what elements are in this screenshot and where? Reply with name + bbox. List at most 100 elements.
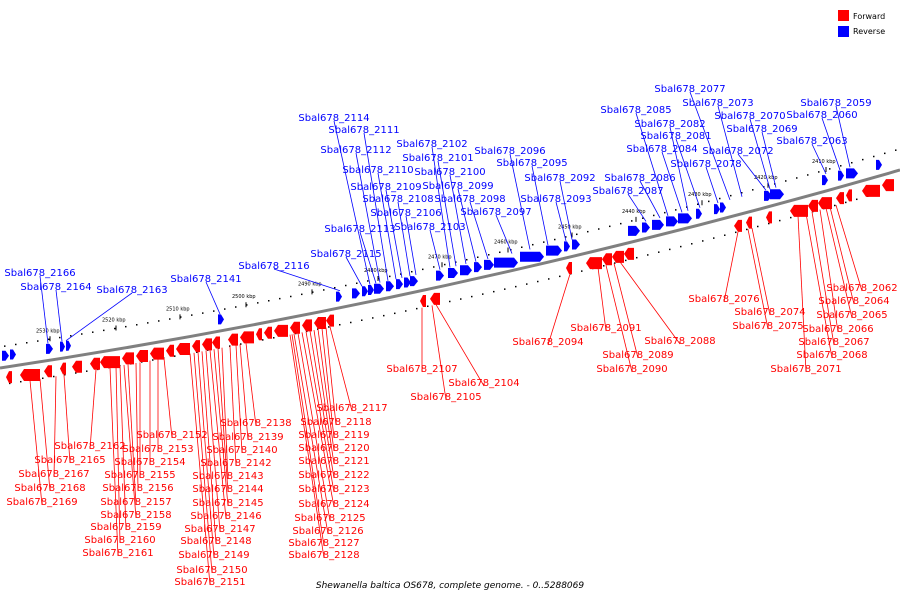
gene-label: Sbal678_2105	[410, 392, 481, 403]
gene-label: Sbal678_2067	[798, 337, 869, 348]
forward-gene-arrow	[264, 326, 272, 339]
reverse-gene-arrow	[696, 208, 702, 219]
ruler-dot	[53, 375, 55, 378]
reverse-gene-arrow	[564, 241, 570, 252]
forward-gene-arrow	[612, 250, 624, 263]
ruler-dot	[317, 328, 319, 330]
forward-gene-arrow	[818, 197, 832, 210]
ruler-dot	[405, 310, 407, 312]
gene-label: Sbal678_2157	[100, 497, 171, 508]
scale-tick-label: 2520 kbp	[102, 317, 126, 323]
ruler-dot	[75, 372, 77, 374]
ruler-dot	[372, 317, 374, 319]
label-leader	[613, 263, 639, 359]
ruler-dot	[713, 237, 715, 239]
gene-label: Sbal678_2123	[298, 484, 369, 495]
forward-gene-arrow	[566, 261, 572, 274]
label-leader	[55, 289, 63, 342]
label-leader	[437, 160, 457, 267]
ruler-dot	[290, 295, 292, 298]
label-leader	[115, 366, 121, 544]
forward-gene-arrow	[60, 362, 66, 375]
ruler-dot	[790, 216, 792, 219]
ruler-dot	[350, 321, 352, 324]
label-leader	[635, 112, 669, 217]
scale-tick-label: 2510 kbp	[166, 306, 190, 312]
gene-label: Sbal678_2101	[402, 153, 473, 164]
label-leader	[627, 193, 647, 222]
label-leader	[297, 333, 331, 522]
ruler-dot	[427, 305, 429, 308]
gene-label: Sbal678_2119	[298, 430, 369, 441]
gene-label: Sbal678_2087	[592, 186, 663, 197]
reverse-gene-arrow	[368, 285, 374, 296]
forward-gene-arrow	[202, 338, 212, 351]
ruler-dot	[829, 168, 831, 170]
gene-label: Sbal678_2106	[370, 208, 441, 219]
gene-label: Sbal678_2120	[298, 443, 369, 454]
gene-label: Sbal678_2125	[294, 513, 365, 524]
scale-tick-label: 2480 kbp	[364, 268, 388, 274]
label-leader	[797, 215, 807, 373]
label-leader	[675, 138, 701, 208]
gene-label: Sbal678_2142	[200, 458, 271, 469]
ruler-dot	[378, 277, 380, 280]
ruler-dot	[598, 228, 600, 230]
gene-label: Sbal678_2081	[640, 131, 711, 142]
ruler-dot	[636, 256, 638, 259]
ruler-dot	[834, 204, 836, 207]
label-leader	[835, 205, 863, 292]
ruler-dot	[246, 304, 248, 306]
ruler-dot	[658, 251, 660, 253]
ruler-dot	[708, 200, 710, 203]
forward-gene-arrow	[72, 360, 82, 373]
reverse-gene-arrow	[720, 202, 726, 213]
forward-gene-arrow	[192, 340, 200, 353]
scale-tick-label: 2430 kbp	[688, 192, 712, 198]
forward-gene-arrow	[790, 204, 808, 217]
forward-gene-arrow	[150, 347, 164, 360]
reverse-gene-arrow	[652, 219, 664, 230]
gene-label: Sbal678_2086	[604, 173, 675, 184]
gene-label: Sbal678_2166	[4, 268, 75, 279]
label-leader	[293, 333, 329, 535]
label-leader	[65, 292, 133, 342]
gene-label: Sbal678_2139	[212, 432, 283, 443]
forward-gene-arrow	[240, 331, 254, 344]
gene-label: Sbal678_2082	[634, 119, 705, 130]
reverse-gene-arrow	[642, 222, 650, 233]
label-leader	[135, 363, 139, 492]
label-leader	[405, 215, 417, 275]
label-leader	[705, 166, 719, 204]
ruler-dot	[746, 228, 748, 231]
forward-gene-arrow	[136, 350, 148, 363]
ruler-dot	[158, 320, 160, 322]
ruler-dot	[125, 325, 127, 328]
label-leader	[811, 211, 835, 346]
forward-gene-arrow	[90, 357, 100, 370]
forward-gene-arrow	[430, 292, 440, 305]
reverse-gene-arrow	[436, 270, 444, 281]
reverse-gene-arrow	[846, 168, 858, 179]
reverse-gene-arrow	[10, 349, 16, 360]
label-leader	[555, 201, 567, 242]
ruler-dot	[884, 152, 886, 155]
gene-label: Sbal678_2102	[396, 139, 467, 150]
label-leader	[605, 265, 633, 373]
genome-backbone	[0, 168, 900, 370]
gene-label: Sbal678_2143	[192, 471, 263, 482]
label-leader	[385, 189, 403, 278]
ruler-dot	[543, 241, 545, 243]
label-leader	[329, 326, 353, 412]
reverse-gene-arrow	[666, 216, 678, 227]
ruler-dot	[42, 377, 44, 380]
forward-gene-arrow	[302, 319, 312, 332]
label-leader	[197, 352, 215, 559]
ruler-dot	[471, 295, 473, 298]
ruler-dot	[504, 288, 506, 290]
gene-label: Sbal678_2068	[796, 350, 867, 361]
ruler-dot	[785, 180, 787, 182]
ruler-dot	[493, 290, 495, 293]
gene-label: Sbal678_2071	[770, 364, 841, 375]
gene-label: Sbal678_2075	[732, 321, 803, 332]
